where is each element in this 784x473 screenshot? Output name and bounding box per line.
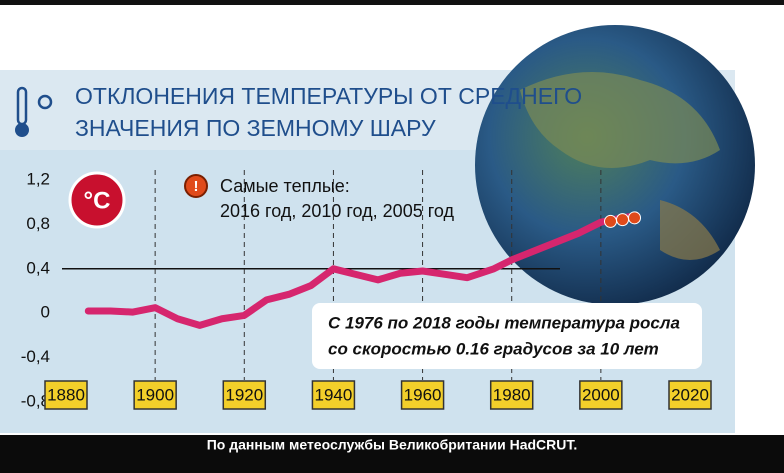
note-box [312, 303, 702, 369]
y-tick-label: -0,4 [21, 347, 50, 366]
x-tick-label: 2020 [671, 385, 709, 404]
x-tick-box [579, 380, 623, 410]
unit-badge [68, 171, 126, 229]
x-tick-box [400, 380, 445, 410]
y-tick-label: 1,2 [26, 169, 50, 188]
x-tick-label: 2000 [582, 385, 620, 404]
chart-title: ОТКЛОНЕНИЯ ТЕМПЕРАТУРЫ ОТ СРЕДНЕГО [75, 83, 582, 109]
note: со скоростью 0.16 градусов за 10 лет [328, 339, 659, 358]
y-tick-label: 0,4 [26, 258, 50, 277]
x-tick-box [44, 380, 88, 410]
x-tick-label: 1960 [404, 385, 442, 404]
x-tick-label: 1900 [136, 385, 174, 404]
x-tick-box [133, 380, 177, 410]
warning-icon [184, 174, 208, 198]
annotation: Самые теплые: [220, 176, 350, 196]
data-line [84, 212, 641, 329]
x-tick-box [311, 380, 356, 410]
x-tick-box [489, 380, 534, 410]
y-tick-label: -0,8 [21, 391, 50, 410]
y-tick-label: 0,8 [26, 214, 50, 233]
footer [0, 435, 784, 473]
warm-marker [604, 214, 618, 228]
y-tick-label: 0 [41, 303, 50, 322]
warm-marker [628, 211, 642, 225]
note: С 1976 по 2018 годы температура росла [328, 313, 680, 332]
x-tick-label: 1940 [315, 385, 353, 404]
annotation: 2016 год, 2010 год, 2005 год [220, 201, 454, 221]
chart-title: ЗНАЧЕНИЯ ПО ЗЕМНОМУ ШАРУ [75, 115, 436, 141]
plot: -0,8 -0,4 0 0,4 0,8 1,2 1880 1900 1920 1940 1960 19… [21, 169, 712, 410]
warm-marker [616, 213, 630, 227]
thermometer-icon [15, 86, 53, 137]
warning-mark: ! [194, 178, 199, 195]
x-tick-box [222, 380, 267, 410]
x-tick-label: 1980 [493, 385, 531, 404]
x-tick-label: 1920 [225, 385, 263, 404]
source: По данным метеослужбы Великобритании Had… [207, 437, 578, 453]
top-strip [0, 0, 784, 5]
x-tick-label: 1880 [47, 385, 85, 404]
unit-label: °C [84, 187, 111, 214]
globe [475, 25, 755, 305]
x-tick-box [668, 380, 712, 410]
